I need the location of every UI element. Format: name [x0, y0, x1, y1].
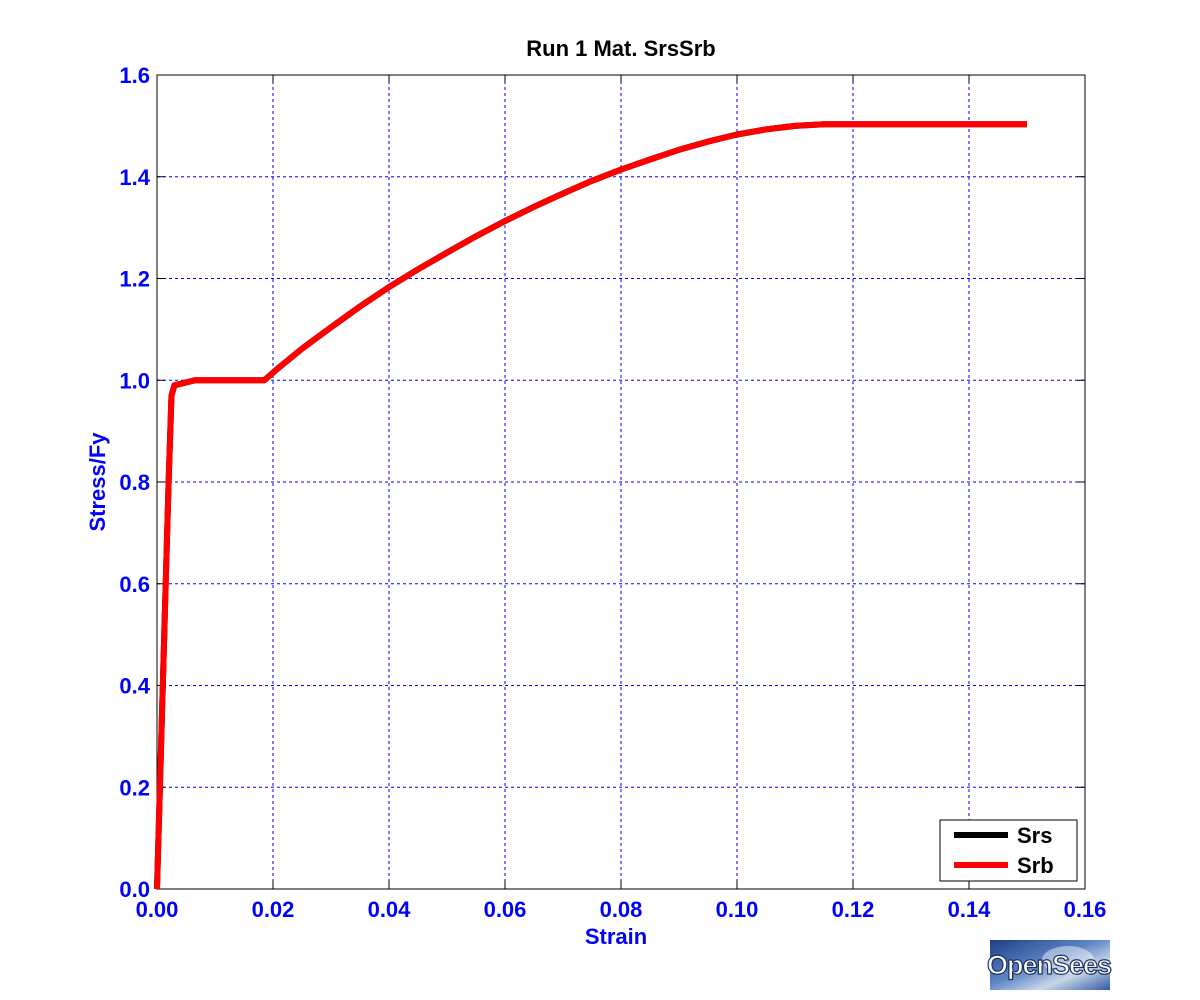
x-tick-label: 0.00	[136, 897, 179, 922]
axis-ticks: 0.00 0.02 0.04 0.06 0.08 0.10 0.12 0.14 0.16 0.0 0…	[119, 63, 1106, 922]
legend-box	[939, 819, 1078, 882]
logo-background	[990, 940, 1110, 990]
y-tick-label: 1.4	[119, 165, 150, 190]
x-tick-label: 0.12	[832, 897, 875, 922]
legend-label-srb: Srb	[1017, 853, 1054, 878]
y-tick-label: 1.6	[119, 63, 150, 88]
y-tick-label: 0.0	[119, 877, 150, 902]
legend-label-srs: Srs	[1017, 823, 1052, 848]
grid-lines	[157, 75, 1085, 889]
series-lines	[154, 121, 1027, 890]
x-tick-label: 0.14	[948, 897, 992, 922]
x-tick-label: 0.16	[1064, 897, 1107, 922]
series-line-srs	[154, 121, 1027, 890]
x-tick-label: 0.02	[252, 897, 295, 922]
y-tick-label: 0.4	[119, 674, 150, 699]
y-tick-label: 0.6	[119, 572, 150, 597]
x-tick-label: 0.06	[484, 897, 527, 922]
logo-text: OpenSees	[987, 950, 1111, 980]
x-tick-label: 0.10	[716, 897, 759, 922]
x-tick-label: 0.04	[368, 897, 412, 922]
y-tick-label: 0.8	[119, 470, 150, 495]
y-axis-label: Stress/Fy	[85, 432, 110, 532]
logo-cloud-shape	[1042, 946, 1094, 974]
y-tick-label: 0.2	[119, 775, 150, 800]
legend: Srs Srb	[939, 819, 1078, 882]
series-line-srb	[154, 121, 1027, 890]
y-tick-label: 1.2	[119, 267, 150, 292]
x-axis-label: Strain	[585, 924, 647, 949]
y-tick-label: 1.0	[119, 368, 150, 393]
chart-title: Run 1 Mat. SrsSrb	[526, 36, 715, 61]
opensees-logo: OpenSees	[986, 940, 1113, 990]
x-tick-label: 0.08	[600, 897, 643, 922]
